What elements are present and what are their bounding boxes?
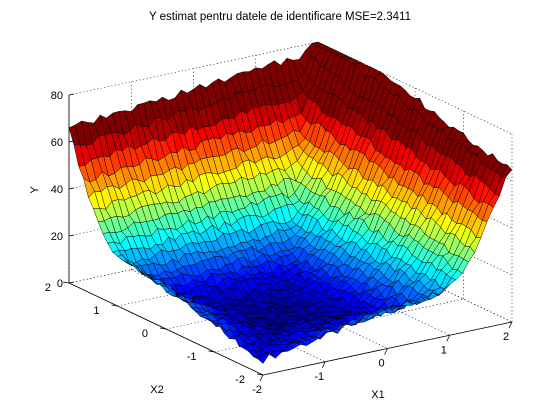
x1-tick-label: 0 [378,358,384,370]
x2-tick-label: -1 [187,351,197,363]
x2-axis-label: X2 [150,384,163,396]
x1-tick-label: -2 [252,384,262,396]
z-tick-label: 80 [51,90,63,102]
z-tick-mark [68,140,75,143]
x1-tick-label: 2 [503,331,509,343]
x2-tick-label: 0 [142,328,148,340]
x2-tick-mark [256,373,264,376]
z-axis-label: Y [29,186,41,194]
surface-cell [257,353,270,364]
z-tick-label: 20 [51,231,63,243]
z-tick-label: 40 [51,184,63,196]
z-tick-mark [68,187,75,190]
chart-title: Y estimat pentru datele de identificare … [149,11,411,23]
x2-tick-label: 2 [45,282,51,294]
z-tick-label: 60 [51,137,63,149]
z-tick-label: 0 [57,278,63,290]
axes-labels: 0 20 40 60 80 -2 -1 0 1 2 -2 -1 0 1 2 Y X2 X1 [29,90,509,401]
x1-tick-mark [384,348,388,355]
z-tick-mark [68,93,75,96]
x2-tick-label: 1 [93,305,99,317]
x1-axis-label: X1 [371,389,384,401]
x1-tick-mark [508,321,513,329]
x1-tick-mark [321,361,326,368]
x2-tick-mark [111,304,118,307]
x2-tick-mark [208,350,215,353]
axes-box [62,93,513,382]
surface-mesh [68,41,513,364]
x1-tick-label: -1 [314,371,324,383]
x2-tick-mark [159,327,167,330]
z-tick-mark [68,281,75,284]
x1-tick-label: 1 [441,344,447,356]
x1-tick-mark [446,335,451,342]
x1-tick-mark [259,374,264,382]
x2-tick-mark [62,281,70,284]
z-tick-mark [68,234,75,237]
x2-tick-label: -2 [235,374,245,386]
